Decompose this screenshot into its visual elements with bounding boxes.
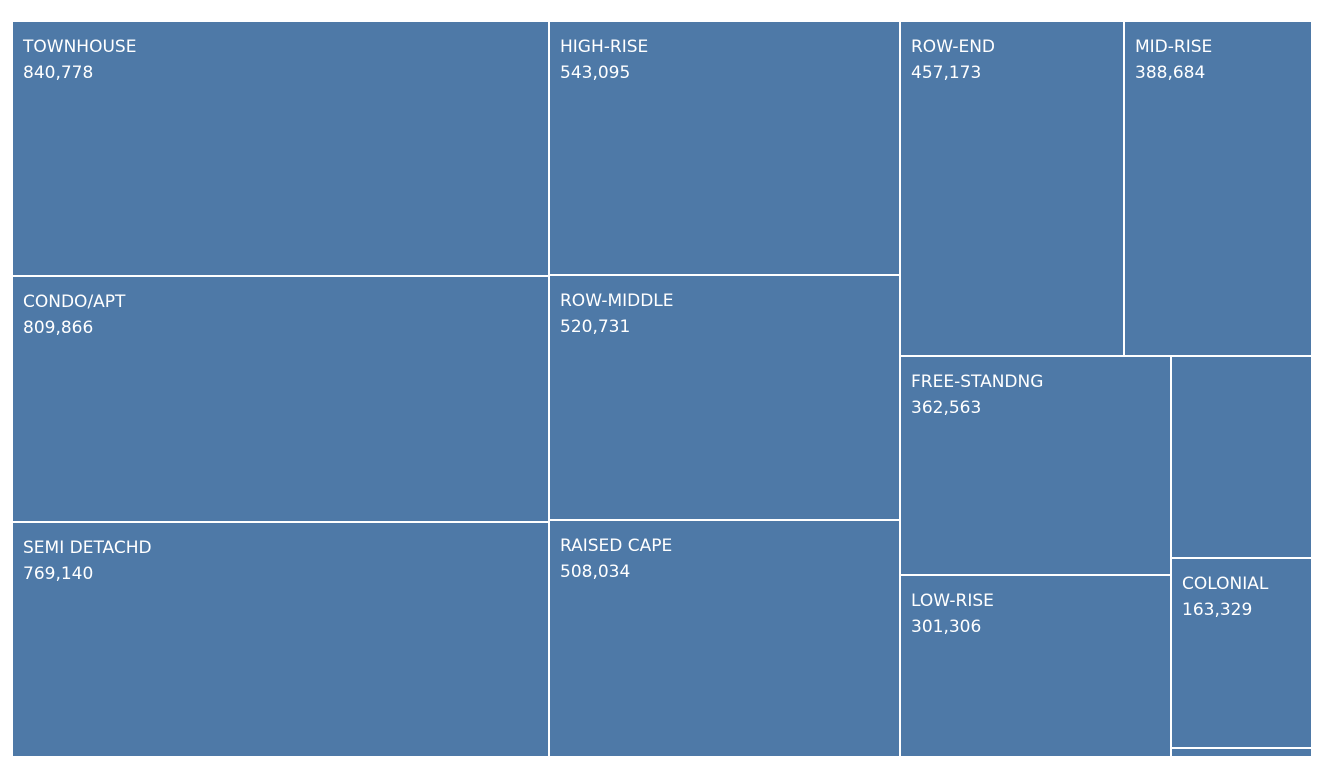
tile-value-label: 809,866 (23, 318, 93, 338)
tile-low-rise[interactable] (899, 574, 1172, 758)
tile-raised-cape[interactable] (548, 519, 901, 758)
tile-value-label: 520,731 (560, 317, 630, 337)
tile-value-label: 362,563 (911, 398, 981, 418)
tile-free-standng[interactable] (899, 355, 1172, 576)
tile-semi-detachd[interactable] (11, 521, 550, 758)
tile-condo-apt[interactable] (11, 275, 550, 523)
tile-name-label: MID-RISE (1135, 37, 1212, 57)
tile-name-label: TOWNHOUSE (22, 37, 136, 57)
tile-name-label: CONDO/APT (23, 292, 126, 312)
tile-name-label: FREE-STANDNG (911, 372, 1043, 392)
tile-row-end[interactable] (899, 20, 1125, 357)
tile-name-label: ROW-MIDDLE (560, 291, 674, 311)
tile-value-label: 769,140 (23, 564, 93, 584)
tile-value-label: 543,095 (560, 63, 630, 83)
tile-townhouse[interactable] (11, 20, 550, 277)
tile-value-label: 840,778 (23, 63, 93, 83)
tile-mid-rise[interactable] (1123, 20, 1313, 357)
tile-name-label: COLONIAL (1182, 574, 1269, 594)
tile-value-label: 457,173 (911, 63, 981, 83)
tile-name-label: SEMI DETACHD (23, 538, 152, 558)
tile-name-label: HIGH-RISE (560, 37, 648, 57)
tile-name-label: ROW-END (911, 37, 995, 57)
tile-unlabeled[interactable] (1170, 747, 1313, 758)
tile-unlabeled[interactable] (1170, 355, 1313, 559)
tile-value-label: 301,306 (911, 617, 981, 637)
tile-high-rise[interactable] (548, 20, 901, 276)
tile-name-label: LOW-RISE (911, 591, 994, 611)
tile-row-middle[interactable] (548, 274, 901, 521)
tile-name-label: RAISED CAPE (560, 536, 672, 556)
tile-value-label: 163,329 (1182, 600, 1252, 620)
tile-value-label: 508,034 (560, 562, 630, 582)
tile-value-label: 388,684 (1135, 63, 1205, 83)
